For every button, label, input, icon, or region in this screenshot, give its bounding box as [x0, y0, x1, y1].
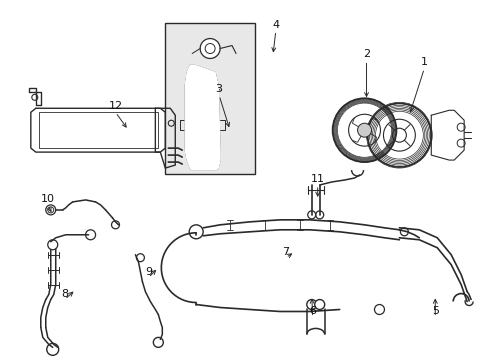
Text: 7: 7	[282, 247, 289, 257]
Circle shape	[200, 39, 220, 58]
Bar	[39, 112, 158, 148]
Text: 10: 10	[41, 194, 55, 204]
Text: 4: 4	[272, 19, 279, 30]
Text: 6: 6	[308, 306, 316, 316]
Text: 1: 1	[420, 58, 427, 67]
Text: 5: 5	[431, 306, 438, 316]
Polygon shape	[31, 108, 165, 152]
Text: 3: 3	[215, 84, 222, 94]
Polygon shape	[155, 108, 175, 168]
Text: 8: 8	[61, 289, 68, 298]
Polygon shape	[185, 66, 220, 170]
Text: 12: 12	[108, 101, 122, 111]
Text: 11: 11	[310, 174, 324, 184]
Circle shape	[48, 240, 58, 250]
Circle shape	[314, 300, 324, 310]
Polygon shape	[430, 110, 463, 160]
Text: 2: 2	[362, 49, 369, 59]
Circle shape	[306, 300, 316, 310]
Text: 9: 9	[144, 267, 152, 276]
Circle shape	[189, 225, 203, 239]
Circle shape	[357, 123, 371, 137]
Polygon shape	[29, 88, 41, 105]
Bar	[165, 23, 254, 174]
Circle shape	[46, 205, 56, 215]
